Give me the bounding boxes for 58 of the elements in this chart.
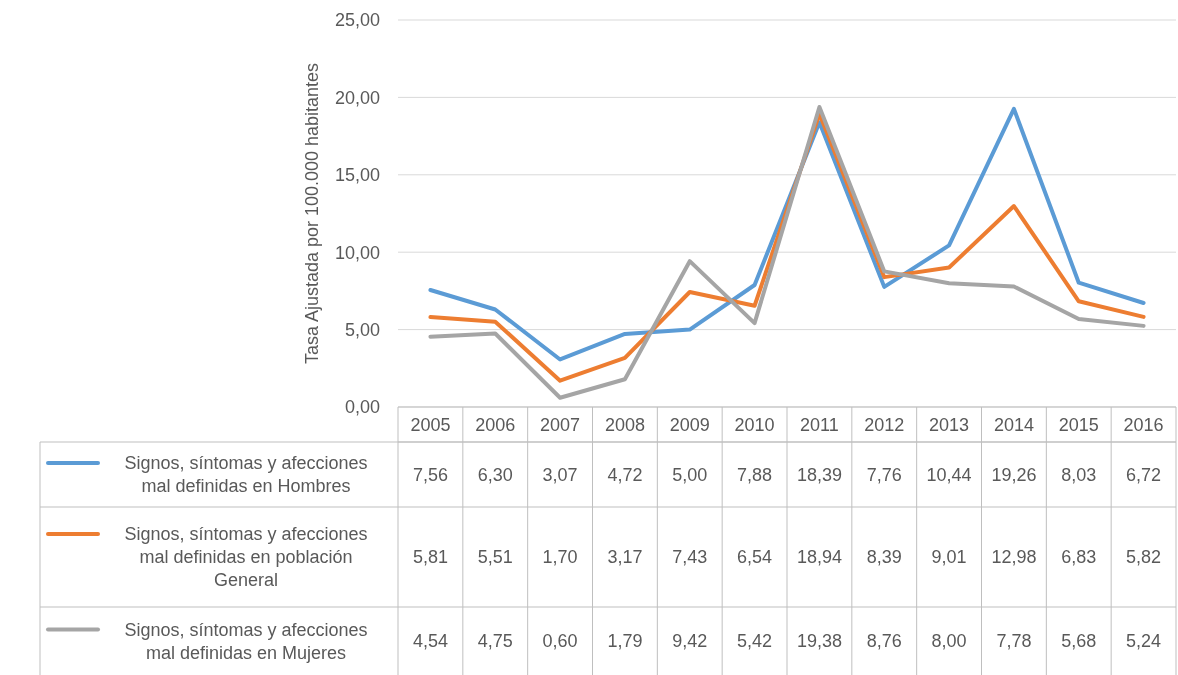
- y-tick-label: 0,00: [344, 397, 380, 418]
- data-label: 5,82: [1126, 547, 1162, 568]
- data-label: 7,76: [866, 464, 902, 485]
- data-label: 10,44: [926, 464, 972, 485]
- data-label: 3,07: [542, 464, 578, 485]
- x-tick-label: 2016: [1123, 414, 1164, 435]
- data-label: 5,42: [737, 631, 773, 652]
- x-tick-label: 2013: [929, 414, 970, 435]
- legend-label: Signos, síntomas y afecciones mal definidas en Mujeres: [124, 619, 368, 663]
- x-tick-label: 2011: [800, 414, 839, 435]
- data-label: 18,39: [796, 464, 842, 485]
- data-label: 5,68: [1061, 631, 1097, 652]
- x-tick-label: 2007: [540, 414, 581, 435]
- x-tick-label: 2006: [475, 414, 516, 435]
- data-label: 6,54: [737, 547, 773, 568]
- x-tick-label: 2012: [864, 414, 905, 435]
- data-label: 5,24: [1126, 631, 1162, 652]
- y-tick-label: 15,00: [334, 165, 380, 186]
- data-label: 4,54: [412, 631, 448, 652]
- data-label: 4,72: [607, 464, 643, 485]
- data-label: 8,03: [1061, 464, 1097, 485]
- data-label: 18,94: [796, 547, 842, 568]
- data-label: 7,56: [412, 464, 448, 485]
- data-label: 19,26: [991, 464, 1037, 485]
- data-label: 9,42: [672, 631, 708, 652]
- x-tick-label: 2015: [1058, 414, 1099, 435]
- data-label: 3,17: [607, 547, 643, 568]
- data-label: 8,76: [866, 631, 902, 652]
- y-axis-title: Tasa Ajustada por 100.000 habitantes: [302, 62, 322, 365]
- data-label: 9,01: [931, 547, 967, 568]
- data-label: 1,70: [542, 547, 578, 568]
- data-label: 8,00: [931, 631, 967, 652]
- data-label: 6,72: [1126, 464, 1162, 485]
- data-label: 8,39: [866, 547, 902, 568]
- data-label: 6,83: [1061, 547, 1097, 568]
- y-tick-label: 10,00: [334, 242, 380, 263]
- data-label: 6,30: [477, 464, 513, 485]
- x-tick-label: 2008: [604, 414, 645, 435]
- data-label: 7,43: [672, 547, 708, 568]
- y-tick-label: 25,00: [334, 10, 380, 31]
- data-label: 19,38: [796, 631, 842, 652]
- legend-label: Signos, síntomas y afecciones mal definidas en Hombres: [124, 453, 368, 497]
- data-label: 5,51: [477, 547, 513, 568]
- data-label: 0,60: [542, 631, 578, 652]
- data-label: 4,75: [477, 631, 513, 652]
- x-tick-label: 2010: [734, 414, 775, 435]
- data-label: 5,00: [672, 464, 708, 485]
- x-tick-label: 2014: [993, 414, 1034, 435]
- y-tick-label: 20,00: [334, 87, 380, 108]
- data-label: 12,98: [991, 547, 1037, 568]
- y-tick-label: 5,00: [344, 319, 380, 340]
- x-tick-label: 2005: [410, 414, 451, 435]
- data-label: 7,78: [996, 631, 1032, 652]
- legend-label: Signos, síntomas y afecciones mal definidas en población General: [124, 524, 368, 591]
- x-tick-label: 2009: [669, 414, 710, 435]
- data-label: 7,88: [737, 464, 773, 485]
- data-label: 1,79: [607, 631, 643, 652]
- data-label: 5,81: [412, 547, 448, 568]
